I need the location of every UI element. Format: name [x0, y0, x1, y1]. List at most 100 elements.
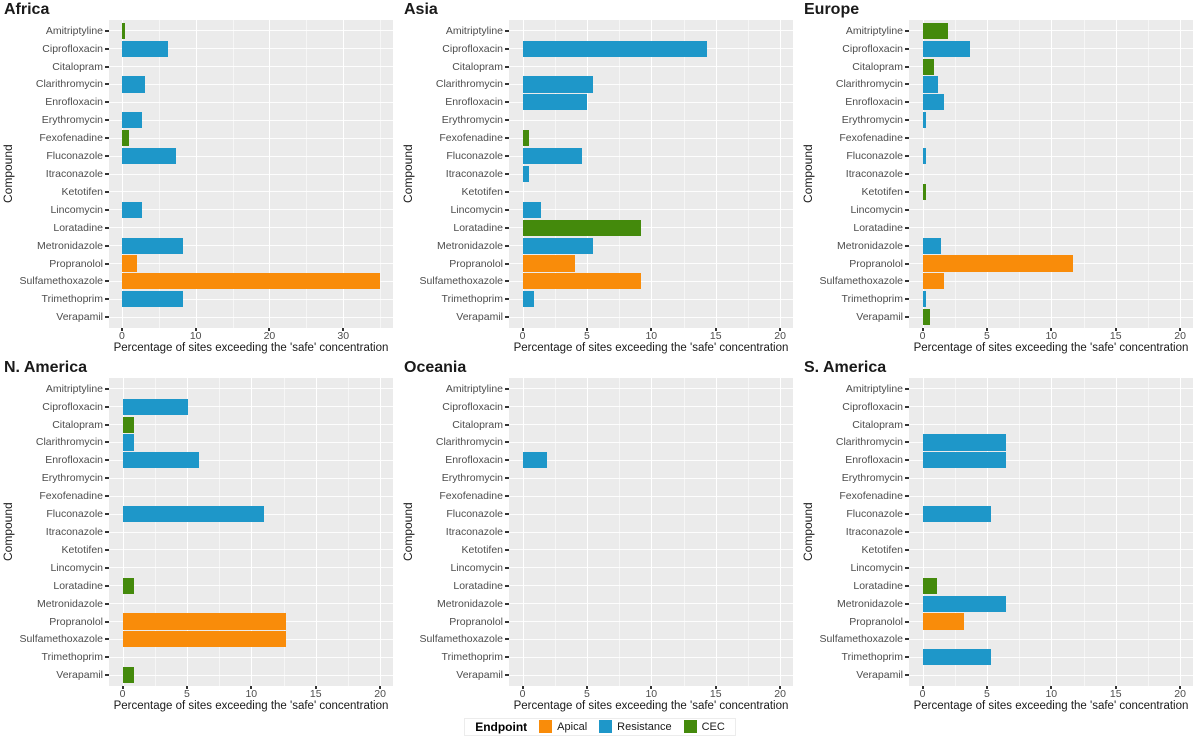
- bar-erythromycin: [121, 112, 142, 129]
- bar-clarithromycin: [522, 76, 594, 93]
- x-tick-mark: [650, 328, 653, 331]
- y-label-itraconazole: Itraconazole: [845, 526, 903, 538]
- gridline-minor: [1019, 378, 1021, 686]
- y-tick-mark: [505, 441, 509, 444]
- y-label-metronidazole: Metronidazole: [37, 597, 103, 610]
- y-label-trimethoprim: Trimethoprim: [841, 293, 903, 306]
- y-tick-mark: [105, 190, 109, 193]
- gridline-h: [909, 66, 1193, 68]
- y-tick-mark: [905, 638, 909, 641]
- y-label-citalopram: Citalopram: [452, 418, 503, 431]
- x-tick-mark: [985, 328, 988, 331]
- y-label-fexofenadine: Fexofenadine: [39, 132, 103, 145]
- x-tick-mark: [714, 328, 717, 331]
- x-tick-mark: [1179, 328, 1182, 331]
- x-tick-mark: [1114, 686, 1117, 689]
- y-label-trimethoprim: Trimethoprim: [441, 651, 503, 664]
- bar-fluconazole: [922, 506, 991, 523]
- x-tick-mark: [521, 686, 524, 689]
- y-tick-mark: [105, 226, 109, 229]
- y-tick-mark: [905, 119, 909, 122]
- y-tick-mark: [905, 548, 909, 551]
- bar-enrofloxacin: [522, 94, 587, 111]
- bar-clarithromycin: [922, 76, 938, 93]
- y-tick-mark: [905, 423, 909, 426]
- x-axis-ticks: 0 10 20 30: [109, 328, 393, 342]
- gridline-h: [909, 424, 1193, 426]
- y-label-verapamil: Verapamil: [456, 311, 503, 324]
- y-tick-mark: [105, 137, 109, 140]
- plot-row: Compound Amitriptyline Ciprofloxacin Citalo…: [400, 378, 800, 686]
- y-label-fexofenadine: Fexofenadine: [439, 132, 503, 145]
- y-tick-mark: [905, 173, 909, 175]
- bar-verapamil: [122, 667, 135, 684]
- y-tick-mark: [905, 298, 909, 301]
- plot-row: Compound Amitriptyline Ciprofloxacin Citalo…: [0, 20, 400, 328]
- x-tick-mark: [120, 328, 123, 331]
- y-label-erythromycin: Erythromycin: [41, 472, 103, 485]
- facet-s-america: S. America Compound Amitriptyline Ciproflox…: [800, 358, 1200, 716]
- gridline-h: [509, 406, 793, 408]
- x-axis-title: Percentage of sites exceeding the 'safe'…: [913, 700, 1189, 712]
- gridline-h: [909, 298, 1193, 300]
- x-tick-label: 15: [1109, 688, 1122, 700]
- y-label-citalopram: Citalopram: [52, 418, 103, 431]
- bar-sulfamethoxazole: [522, 273, 641, 290]
- x-tick-mark: [521, 328, 524, 331]
- gridline-h: [909, 137, 1193, 139]
- bar-loratadine: [922, 577, 937, 594]
- plot-row: Compound Amitriptyline Ciprofloxacin Citalo…: [800, 20, 1200, 328]
- gridline-h: [109, 459, 393, 461]
- gridline-major: [1180, 378, 1182, 686]
- x-tick-label: 15: [709, 688, 722, 700]
- y-label-lincomycin: Lincomycin: [50, 561, 103, 574]
- y-label-ciprofloxacin: Ciprofloxacin: [442, 400, 503, 413]
- y-label-verapamil: Verapamil: [856, 669, 903, 682]
- gridline-major: [651, 20, 653, 328]
- gridline-major: [1051, 378, 1053, 686]
- bar-sulfamethoxazole: [122, 631, 287, 648]
- gridline-h: [109, 656, 393, 658]
- y-label-amitriptyline: Amitriptyline: [445, 24, 503, 37]
- bar-trimethoprim: [922, 291, 927, 308]
- gridline-major: [1115, 20, 1117, 328]
- y-label-fexofenadine: Fexofenadine: [39, 490, 103, 503]
- x-tick-mark: [650, 686, 653, 689]
- gridline-h: [909, 316, 1193, 318]
- y-tick-mark: [505, 602, 509, 605]
- y-tick-mark: [105, 65, 109, 68]
- gridline-h: [509, 549, 793, 551]
- gridline-h: [909, 101, 1193, 103]
- y-label-itraconazole: Itraconazole: [845, 168, 903, 180]
- x-tick-mark: [185, 686, 188, 689]
- gridline-h: [909, 477, 1193, 479]
- y-axis-labels: Amitriptyline Ciprofloxacin Citalopram Clar…: [416, 20, 509, 328]
- gridline-h: [109, 603, 393, 605]
- gridline-h: [109, 388, 393, 390]
- facet-title: Europe: [804, 1, 860, 18]
- gridline-h: [909, 119, 1193, 121]
- y-tick-mark: [905, 47, 909, 50]
- x-axis-ticks: 0 5 10 15 20: [509, 686, 793, 700]
- y-tick-mark: [105, 602, 109, 605]
- y-tick-mark: [505, 459, 509, 462]
- gridline-major: [315, 378, 317, 686]
- gridline-major: [715, 20, 717, 328]
- y-label-verapamil: Verapamil: [856, 311, 903, 324]
- y-tick-mark: [905, 656, 909, 659]
- gridline-h: [109, 155, 393, 157]
- gridline-h: [909, 638, 1193, 640]
- bar-verapamil: [922, 309, 931, 326]
- y-label-fluconazole: Fluconazole: [46, 508, 103, 521]
- gridline-minor: [1083, 20, 1085, 328]
- y-tick-mark: [905, 620, 909, 623]
- gridline-h: [909, 656, 1193, 658]
- bar-ciprofloxacin: [122, 398, 189, 415]
- y-tick-mark: [105, 298, 109, 301]
- gridline-h: [909, 30, 1193, 32]
- y-tick-mark: [105, 155, 109, 158]
- gridline-h: [509, 477, 793, 479]
- gridline-h: [909, 48, 1193, 50]
- x-axis-title: Percentage of sites exceeding the 'safe'…: [513, 700, 789, 712]
